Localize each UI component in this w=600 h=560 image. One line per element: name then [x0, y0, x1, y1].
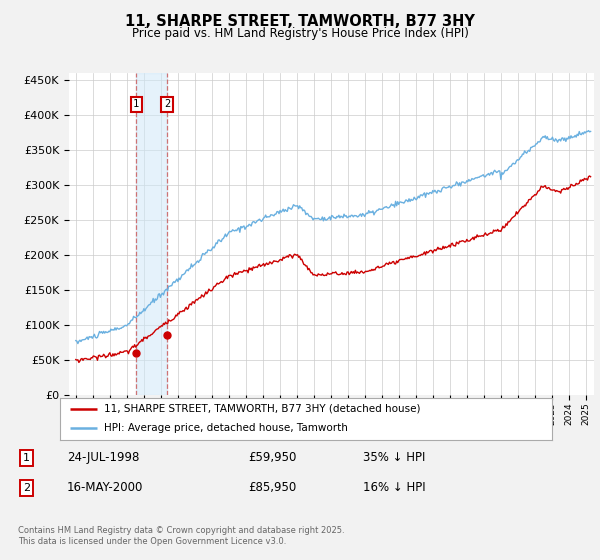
Text: 11, SHARPE STREET, TAMWORTH, B77 3HY: 11, SHARPE STREET, TAMWORTH, B77 3HY — [125, 14, 475, 29]
Text: 2: 2 — [23, 483, 30, 493]
Text: 24-JUL-1998: 24-JUL-1998 — [67, 451, 139, 464]
Text: 35% ↓ HPI: 35% ↓ HPI — [364, 451, 426, 464]
Text: Contains HM Land Registry data © Crown copyright and database right 2025.
This d: Contains HM Land Registry data © Crown c… — [18, 526, 344, 546]
Text: 16% ↓ HPI: 16% ↓ HPI — [364, 482, 426, 494]
Text: 2: 2 — [164, 99, 170, 109]
Text: 1: 1 — [23, 453, 30, 463]
Text: £85,950: £85,950 — [248, 482, 296, 494]
Text: HPI: Average price, detached house, Tamworth: HPI: Average price, detached house, Tamw… — [104, 423, 348, 433]
Text: 11, SHARPE STREET, TAMWORTH, B77 3HY (detached house): 11, SHARPE STREET, TAMWORTH, B77 3HY (de… — [104, 404, 421, 414]
Text: 16-MAY-2000: 16-MAY-2000 — [67, 482, 143, 494]
Text: Price paid vs. HM Land Registry's House Price Index (HPI): Price paid vs. HM Land Registry's House … — [131, 27, 469, 40]
Text: £59,950: £59,950 — [248, 451, 296, 464]
Bar — [136, 73, 167, 395]
Text: 1: 1 — [133, 99, 139, 109]
